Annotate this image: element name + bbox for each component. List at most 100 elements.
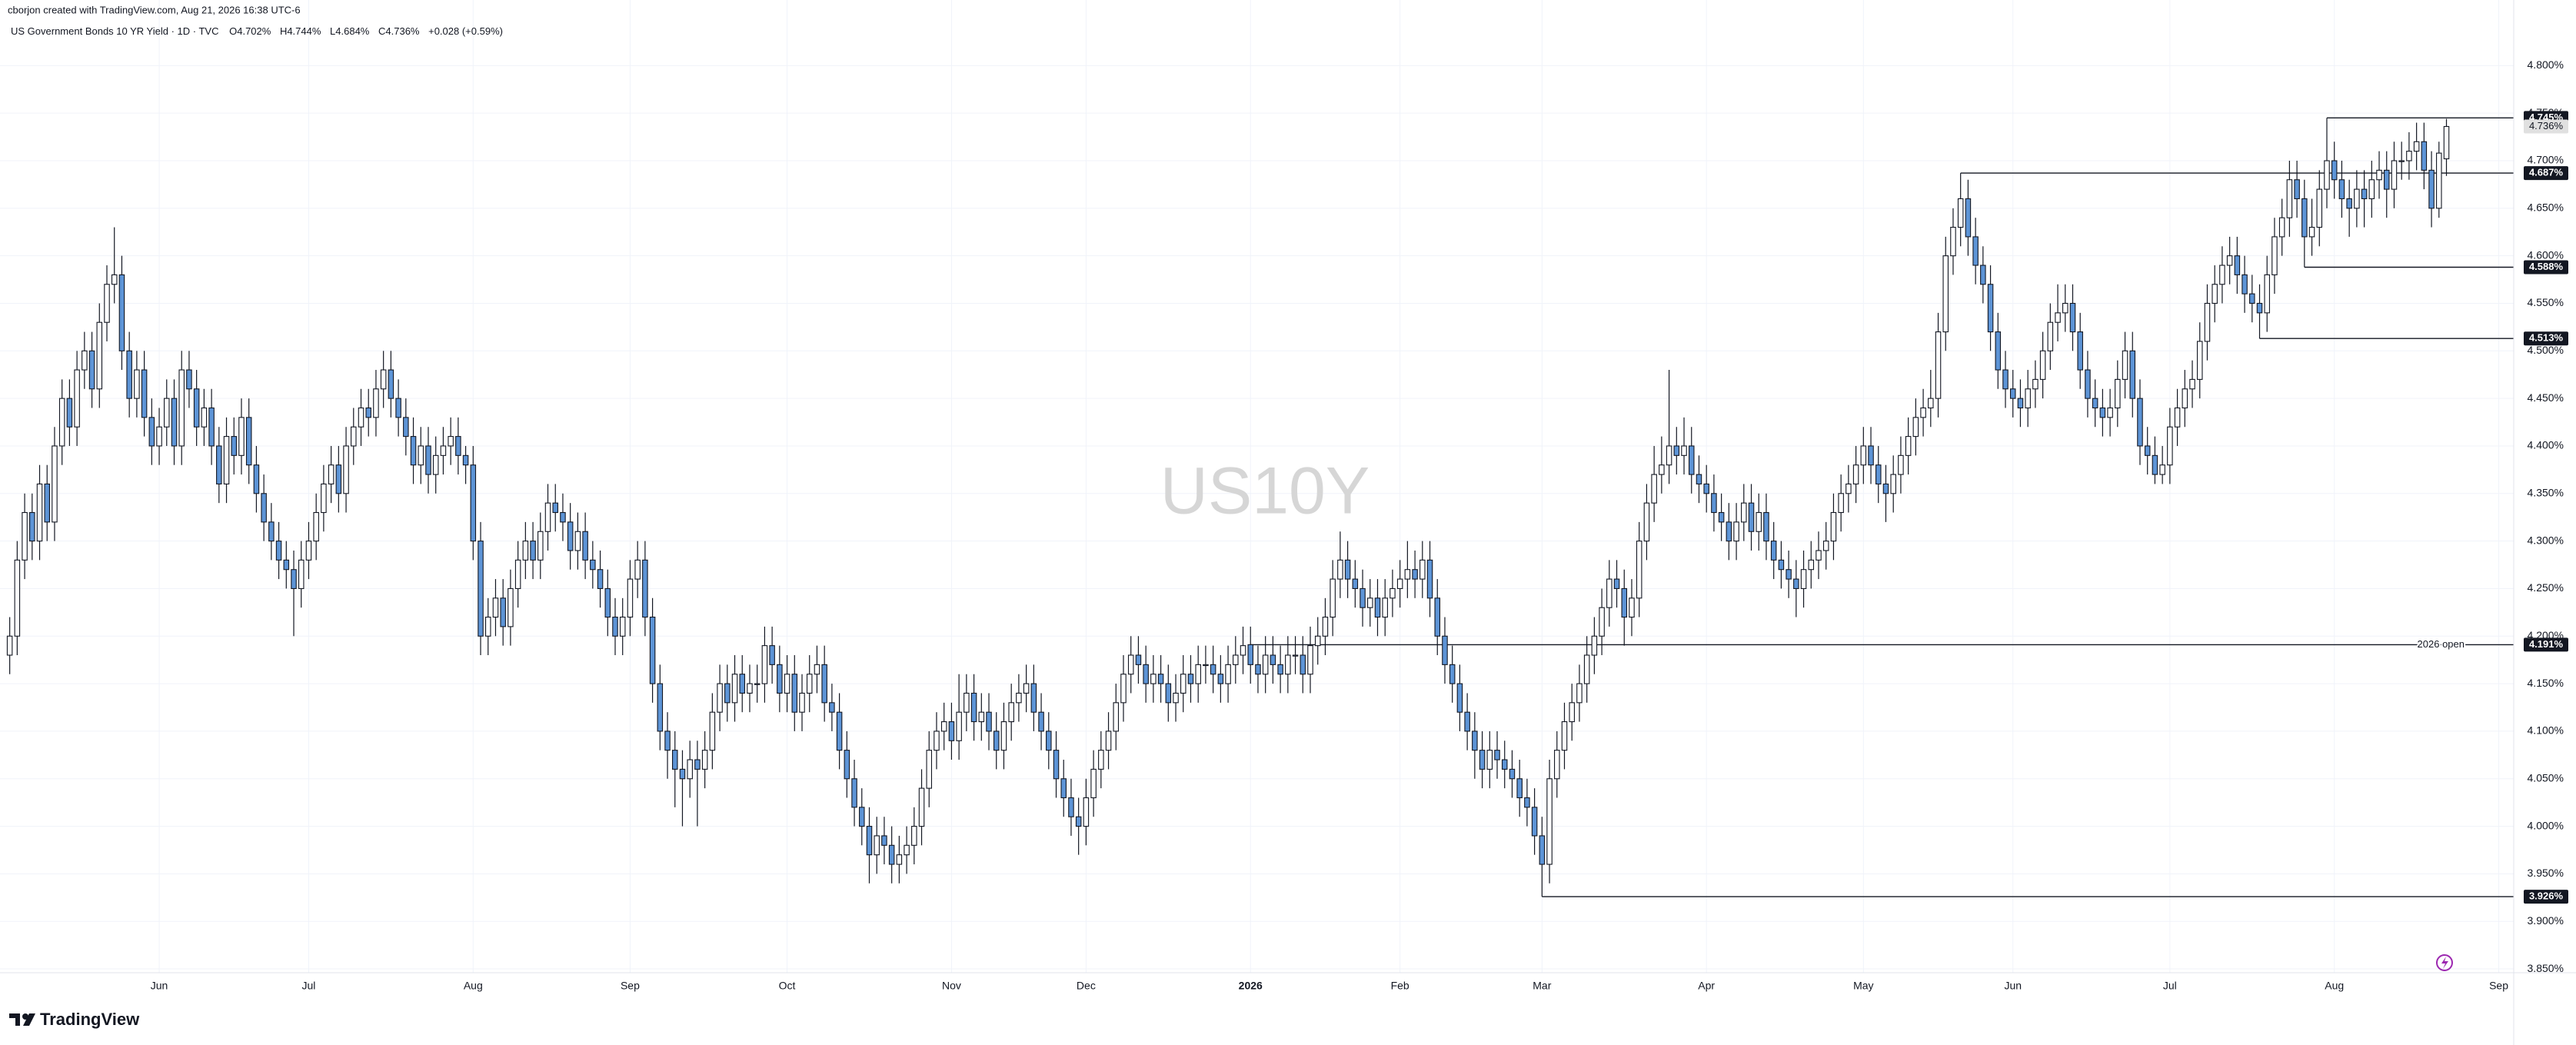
candle-body bbox=[283, 559, 290, 571]
candle-body bbox=[1995, 331, 2002, 371]
candle-body bbox=[1120, 674, 1127, 704]
candle-body bbox=[484, 616, 491, 637]
candle-body bbox=[1845, 483, 1852, 494]
y-tick-label: 4.300% bbox=[2528, 534, 2564, 546]
candle-body bbox=[2055, 312, 2061, 323]
candle-body bbox=[1247, 644, 1253, 665]
candle-body bbox=[2324, 160, 2330, 190]
candle-body bbox=[1531, 807, 1538, 837]
x-tick-label: Aug bbox=[2325, 980, 2344, 992]
axes: 3.850% 3.900% 3.950% 4.000% 4.050% 4.100% 4.15… bbox=[151, 58, 2568, 992]
x-tick-label: Dec bbox=[1077, 980, 1096, 992]
alert-icon[interactable] bbox=[2436, 954, 2453, 971]
brand-logo: TradingView bbox=[9, 1010, 140, 1029]
candle-body bbox=[126, 350, 132, 399]
candle-body bbox=[403, 417, 409, 438]
candle-body bbox=[1875, 464, 1882, 484]
level-label: 3.926% bbox=[2529, 890, 2564, 902]
y-tick-label: 4.350% bbox=[2528, 486, 2564, 498]
candle-body bbox=[238, 417, 245, 456]
candle-body bbox=[1360, 587, 1366, 608]
candle-body bbox=[2219, 265, 2225, 285]
level-label: 4.687% bbox=[2529, 167, 2564, 178]
candle-body bbox=[1636, 541, 1642, 599]
level-label: 4.513% bbox=[2529, 332, 2564, 344]
level-note: 2026 open bbox=[2418, 638, 2465, 650]
candle-body bbox=[1554, 750, 1560, 780]
candle-body bbox=[1778, 559, 1785, 571]
candle-body bbox=[844, 750, 850, 780]
candle-body bbox=[1150, 674, 1157, 684]
legend-open: O4.702% bbox=[229, 25, 271, 37]
candle-body bbox=[1314, 635, 1321, 647]
candle-body bbox=[1965, 198, 1972, 238]
candle-body bbox=[851, 778, 857, 808]
candle-body bbox=[2212, 284, 2218, 305]
candle-body bbox=[156, 426, 162, 447]
candle-body bbox=[2234, 255, 2241, 275]
candle-body bbox=[904, 844, 910, 856]
candle-body bbox=[358, 407, 364, 428]
candle-body bbox=[448, 436, 454, 447]
candle-body bbox=[1905, 436, 1912, 456]
candle-body bbox=[1569, 702, 1575, 723]
candle-body bbox=[2092, 398, 2098, 409]
candle-body bbox=[2069, 302, 2076, 333]
candle-body bbox=[2167, 426, 2173, 466]
candle-body bbox=[2391, 160, 2398, 190]
y-tick-label: 4.500% bbox=[2528, 344, 2564, 356]
candle-body bbox=[739, 674, 746, 694]
candle-body bbox=[1972, 236, 1979, 266]
x-tick-label: Jul bbox=[2163, 980, 2177, 992]
candle-body bbox=[2338, 179, 2345, 200]
candle-body bbox=[731, 674, 738, 704]
candle-body bbox=[1703, 483, 1709, 494]
candle-body bbox=[1038, 711, 1044, 732]
candle-body bbox=[1068, 797, 1074, 817]
candle-body bbox=[2047, 321, 2054, 351]
candle-body bbox=[777, 664, 783, 694]
candle-body bbox=[1374, 597, 1381, 618]
candle-body bbox=[1217, 674, 1224, 684]
candle-body bbox=[1613, 578, 1620, 589]
candle-body bbox=[1337, 559, 1343, 580]
candle-body bbox=[328, 464, 334, 484]
candles bbox=[6, 118, 2450, 897]
candle-body bbox=[171, 398, 178, 447]
candle-body bbox=[2301, 198, 2308, 238]
candle-body bbox=[29, 511, 35, 542]
logo-dot bbox=[22, 1013, 28, 1020]
candle-body bbox=[178, 369, 185, 447]
candle-body bbox=[1741, 502, 1747, 523]
candle-body bbox=[1382, 597, 1388, 618]
candle-body bbox=[2376, 169, 2382, 181]
y-tick-label: 4.050% bbox=[2528, 771, 2564, 784]
candle-body bbox=[664, 731, 671, 751]
candle-body bbox=[799, 692, 805, 713]
candle-body bbox=[2249, 293, 2255, 305]
y-tick-label: 4.250% bbox=[2528, 581, 2564, 594]
candle-body bbox=[1733, 521, 1739, 542]
candle-body bbox=[2159, 464, 2165, 475]
candle-body bbox=[627, 578, 634, 618]
candle-body bbox=[1786, 569, 1792, 580]
candle-body bbox=[1225, 664, 1231, 684]
candle-body bbox=[148, 417, 155, 447]
candle-body bbox=[1935, 331, 1942, 399]
candle-body bbox=[253, 464, 260, 494]
candle-body bbox=[365, 407, 371, 418]
candle-body bbox=[1135, 654, 1142, 665]
candle-body bbox=[978, 711, 985, 723]
candle-body bbox=[425, 445, 431, 475]
candle-body bbox=[1494, 750, 1500, 760]
candle-body bbox=[1808, 559, 1815, 571]
candle-body bbox=[2115, 378, 2121, 409]
candle-body bbox=[111, 274, 118, 285]
candle-body bbox=[1756, 511, 1762, 532]
candle-body bbox=[2331, 160, 2338, 181]
candle-body bbox=[1486, 750, 1493, 770]
candle-body bbox=[2443, 125, 2450, 160]
x-tick-label: May bbox=[1853, 980, 1873, 992]
candle-body bbox=[829, 702, 835, 713]
